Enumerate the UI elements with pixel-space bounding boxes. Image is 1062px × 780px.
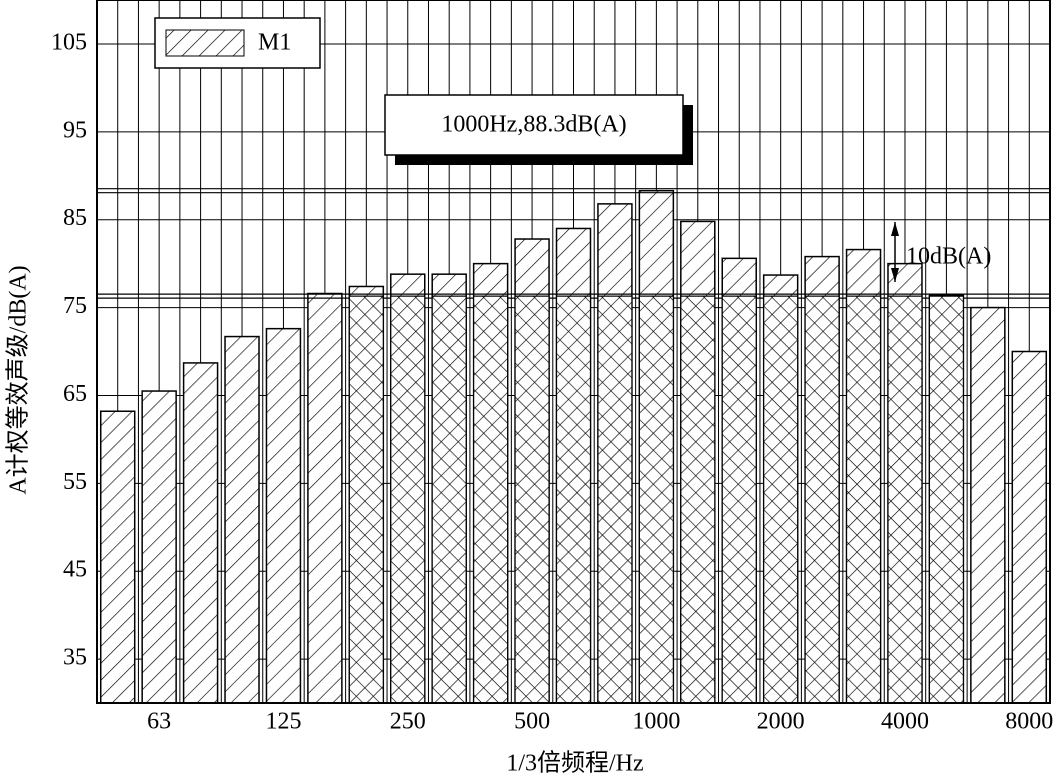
y-tick-label: 55 xyxy=(63,469,87,495)
bar xyxy=(265,327,302,704)
cross-hatch xyxy=(887,295,923,704)
x-tick-label: 4000 xyxy=(881,709,929,735)
cross-hatch xyxy=(680,295,716,704)
x-tick-label: 500 xyxy=(514,709,550,735)
legend-label: M1 xyxy=(258,30,291,56)
y-tick-label: 105 xyxy=(51,29,87,55)
y-tick-label: 85 xyxy=(63,205,87,231)
bar xyxy=(141,390,177,704)
x-tick-label: 125 xyxy=(265,709,301,735)
x-tick-label: 63 xyxy=(147,709,171,735)
bar xyxy=(182,362,219,704)
cross-hatch xyxy=(763,295,799,704)
cross-hatch xyxy=(597,295,633,704)
y-axis-title: A计权等效声级/dB(A) xyxy=(5,265,32,494)
cross-hatch xyxy=(721,295,757,704)
cross-hatch xyxy=(845,295,882,704)
cross-hatch xyxy=(928,295,965,704)
x-tick-label: 250 xyxy=(390,709,426,735)
x-tick-label: 2000 xyxy=(757,709,805,735)
annotation-text: 1000Hz,88.3dB(A) xyxy=(441,112,626,138)
range-text: 10dB(A) xyxy=(906,244,991,270)
arrow-heads xyxy=(891,222,899,282)
x-axis-title: 1/3倍频程/Hz xyxy=(506,750,643,777)
y-tick-label: 65 xyxy=(63,381,87,407)
overlay xyxy=(97,188,1050,704)
annotation-box xyxy=(384,94,684,156)
x-tick-label: 8000 xyxy=(1005,709,1053,735)
cross-hatch xyxy=(348,295,384,704)
cross-hatch xyxy=(638,295,674,704)
y-tick-label: 75 xyxy=(63,293,87,319)
bar xyxy=(970,306,1006,704)
range-annotation: 10dB(A) xyxy=(891,222,991,282)
y-tick-label: 95 xyxy=(63,117,87,143)
x-tick-label: 1000 xyxy=(632,709,680,735)
bar xyxy=(307,292,343,704)
cross-hatch xyxy=(514,295,550,704)
peak-annotation: 1000Hz,88.3dB(A) xyxy=(384,94,693,165)
cross-hatch xyxy=(473,295,509,704)
y-tick-label: 45 xyxy=(63,557,87,583)
cross-hatch xyxy=(555,295,592,704)
plot-frame xyxy=(96,0,1051,704)
cross-hatch xyxy=(804,295,840,704)
bar xyxy=(99,410,136,704)
cross-hatch xyxy=(390,295,426,704)
y-tick-label: 35 xyxy=(63,645,87,671)
bar xyxy=(1011,350,1048,704)
bar xyxy=(224,335,260,704)
legend-swatch xyxy=(165,29,245,57)
legend: M1 xyxy=(154,17,321,69)
cross-hatch xyxy=(431,295,467,704)
